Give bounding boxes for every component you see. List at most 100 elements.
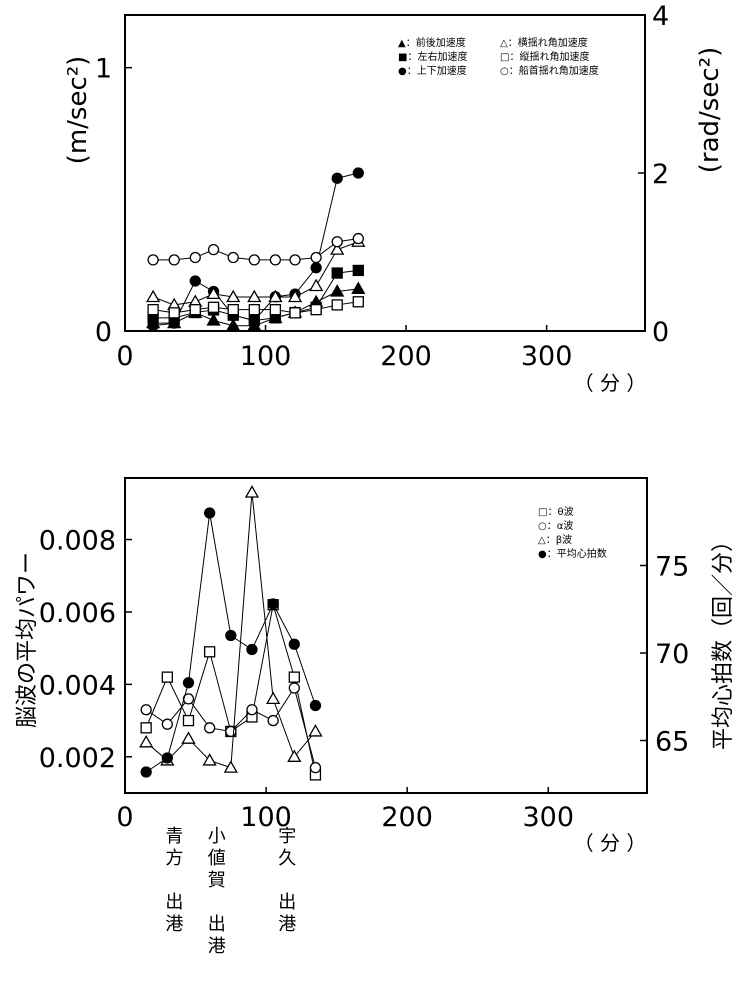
top-series-4-point bbox=[268, 289, 283, 303]
top-series-4-point bbox=[330, 242, 345, 255]
bot-y-tick-label: 0.008 bbox=[39, 526, 116, 557]
port-annotation-char: 久 bbox=[278, 848, 296, 869]
top-series-6-point bbox=[189, 251, 201, 264]
top-legend: ▲：前後加速度 △：横揺れ角加速度 ■：左右加速度 □：縦揺れ角加速度 ●：上下… bbox=[398, 36, 599, 77]
port-annotation-char: 青 bbox=[165, 826, 183, 847]
top-series-6-point bbox=[248, 254, 260, 266]
top-x-axis-label: （ 分 ） bbox=[574, 371, 647, 395]
top-series-5-point bbox=[147, 304, 159, 316]
top-x-ticks: 0 100 200 300 bbox=[116, 325, 572, 372]
bot-series-4-point bbox=[140, 766, 152, 778]
bottom-series bbox=[139, 485, 323, 781]
top-series-3-point bbox=[310, 262, 322, 274]
top-series-3-point bbox=[168, 317, 180, 329]
port-annotation-char: 値 bbox=[208, 848, 226, 869]
top-series-3-point bbox=[248, 314, 260, 327]
bottom-x-ticks: 0 100 200 300 bbox=[116, 787, 574, 833]
bot-series-2-point bbox=[203, 722, 216, 734]
top-series-6-point bbox=[352, 232, 364, 245]
top-series-4-point bbox=[145, 289, 161, 303]
top-series-5-point bbox=[331, 299, 343, 311]
port-annotation-char: 出 bbox=[208, 914, 226, 935]
bottom-legend-item-4: ●：平均心拍数 bbox=[538, 547, 607, 560]
top-y-tick-label: 1 bbox=[95, 54, 112, 85]
top-y-axis-label: (m/sec²) bbox=[63, 56, 93, 165]
top-y2-tick-label: 4 bbox=[652, 1, 669, 32]
port-annotation-char: 港 bbox=[208, 936, 226, 957]
top-legend-item-2: ■：左右加速度 bbox=[398, 50, 467, 63]
bot-series-3-point bbox=[202, 753, 217, 766]
top-series-4-point bbox=[287, 289, 303, 303]
top-x-tick-label: 300 bbox=[521, 341, 573, 372]
bottom-chart: 0 100 200 300 0.002 0.004 0.006 0.008 65 70 75 脳… bbox=[15, 477, 736, 957]
port-annotation-char: 港 bbox=[278, 914, 296, 935]
top-series-5-point bbox=[289, 307, 301, 319]
bot-y2-tick-label: 70 bbox=[655, 639, 689, 670]
bot-series-3-point bbox=[266, 691, 281, 705]
bot-y2-tick-label: 65 bbox=[655, 727, 689, 758]
top-x-tick-label: 100 bbox=[240, 341, 292, 372]
bot-series-3-point bbox=[308, 724, 323, 737]
port-annotation-char: 賀 bbox=[208, 870, 226, 891]
top-x-tick-label: 200 bbox=[380, 341, 432, 372]
bottom-y-axis-label: 脳波の平均パワー bbox=[15, 552, 40, 728]
top-series-3-point bbox=[352, 167, 364, 179]
bot-y-tick-label: 0.006 bbox=[39, 598, 116, 629]
bot-series-4-point bbox=[246, 643, 258, 656]
port-annotation-char: 出 bbox=[278, 892, 296, 913]
top-x-tick-label: 0 bbox=[116, 341, 133, 372]
top-series-3-point bbox=[331, 172, 343, 184]
top-series-1-point bbox=[351, 281, 366, 295]
top-series-5-point bbox=[227, 304, 239, 316]
top-y2-tick-label: 0 bbox=[652, 317, 669, 348]
bot-series-3-point bbox=[287, 749, 302, 762]
bottom-legend-item-3: △：β波 bbox=[538, 533, 572, 546]
top-legend-item-4: △：横揺れ角加速度 bbox=[500, 36, 588, 49]
bot-series-3-point bbox=[223, 760, 238, 773]
top-y-tick-label: 0 bbox=[95, 317, 112, 348]
top-y2-axis-label: (rad/sec²) bbox=[695, 47, 725, 173]
top-series-6-point bbox=[227, 251, 239, 264]
top-series-4-point bbox=[309, 278, 324, 292]
top-y2-ticks: 0 2 4 bbox=[638, 1, 669, 348]
top-series-5-point bbox=[168, 307, 180, 319]
top-series-3-point bbox=[189, 275, 201, 287]
top-series-6-point bbox=[147, 254, 159, 266]
top-series-6-point bbox=[168, 254, 180, 266]
bot-series-2-point bbox=[140, 704, 152, 716]
bot-series-2-point bbox=[267, 714, 279, 727]
top-series-1-point bbox=[226, 318, 241, 331]
bot-series-4-point bbox=[182, 677, 195, 689]
bot-y-tick-label: 0.004 bbox=[39, 670, 116, 701]
port-annotation-char: 小 bbox=[208, 826, 226, 847]
top-series-1-point bbox=[330, 284, 345, 297]
bot-series-1-point bbox=[182, 714, 195, 727]
top-series-2-point bbox=[352, 264, 364, 277]
bot-series-1-point bbox=[161, 671, 173, 683]
bottom-plot-frame bbox=[124, 477, 648, 794]
port-annotation-char: 宇 bbox=[278, 826, 296, 847]
top-series-6-point bbox=[310, 251, 322, 264]
top-series-2-point bbox=[331, 267, 343, 279]
bottom-legend-item-2: ○：α波 bbox=[538, 519, 573, 532]
bot-series-2-point bbox=[246, 704, 258, 716]
bottom-y2-ticks: 65 70 75 bbox=[640, 552, 689, 758]
top-y2-tick-label: 2 bbox=[652, 159, 669, 190]
bot-series-4-point bbox=[203, 507, 216, 519]
bot-series-1-point bbox=[288, 671, 300, 683]
top-series-6-point bbox=[207, 243, 220, 256]
top-series-5-point bbox=[189, 304, 201, 316]
top-legend-item-3: ●：上下加速度 bbox=[398, 64, 467, 77]
top-series-4-point bbox=[206, 286, 221, 300]
top-series-5-point bbox=[310, 304, 322, 316]
port-annotation-char: 出 bbox=[165, 892, 183, 913]
bot-series-4-point bbox=[309, 699, 322, 712]
bot-y2-tick-label: 75 bbox=[655, 552, 689, 583]
bot-series-1-point bbox=[203, 646, 216, 658]
bot-x-tick-label: 100 bbox=[240, 802, 292, 833]
top-series-5-point bbox=[248, 304, 260, 316]
